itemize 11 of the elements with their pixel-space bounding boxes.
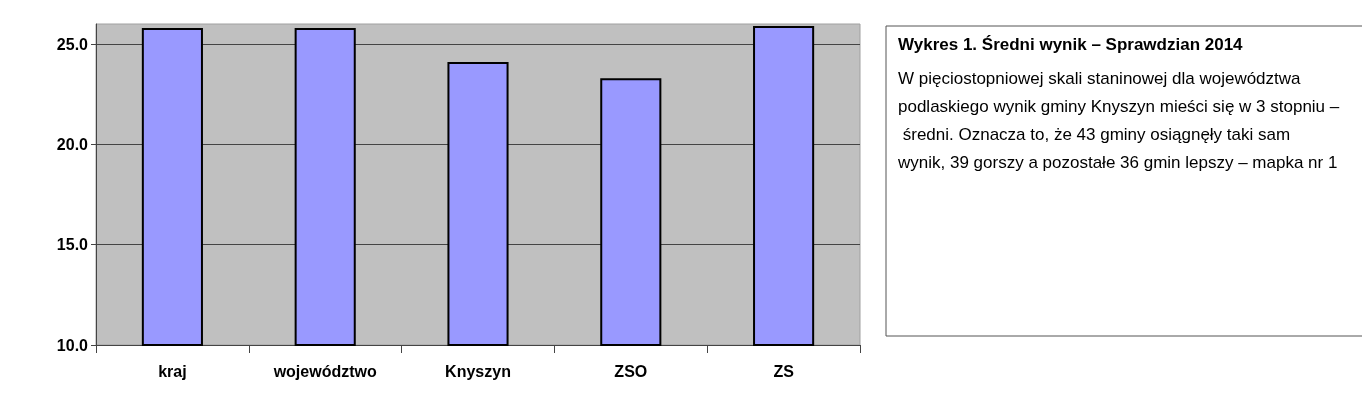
x-tick-label: ZS xyxy=(773,362,795,380)
y-tick-label: 10.0 xyxy=(56,336,89,354)
x-tick-label: województwo xyxy=(272,362,377,380)
x-tick-label: ZSO xyxy=(614,362,648,380)
text: W pięciostopniowej skali staninowej dla województwa podlaskiego wynik gminy Knyszyn mieści się w 3 stopniu – średni. Oznacza to, że 43 gminy osiągnęły taki sam wynik, 39 gorszy a pozostałe 36 gmin lepszy – mapka nr 1 xyxy=(897,68,1340,172)
y-tick-label: 25.0 xyxy=(56,35,89,53)
y-tick-label: 15.0 xyxy=(56,236,89,254)
x-tick-label: kraj xyxy=(158,362,187,380)
text: Wykres 1. Średni wynik – Sprawdzian 2014 xyxy=(898,35,1244,54)
x-tick-label: Knyszyn xyxy=(445,362,511,380)
y-tick-label: 20.0 xyxy=(56,135,89,153)
